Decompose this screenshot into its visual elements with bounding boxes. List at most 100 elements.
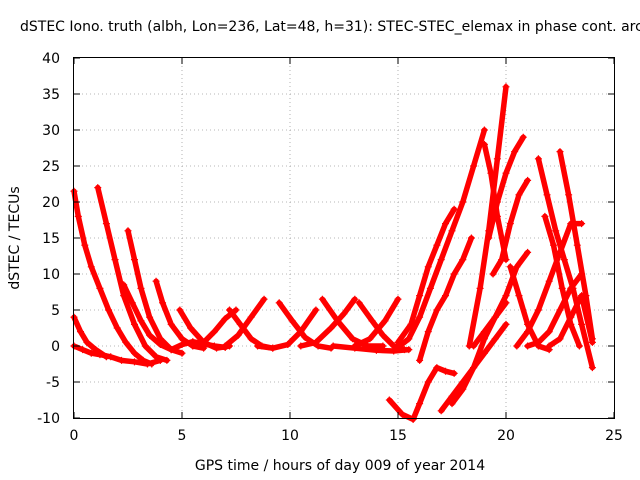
- data-point-marker: [519, 133, 527, 141]
- data-point-marker: [163, 356, 171, 364]
- data-point-marker: [470, 162, 478, 170]
- data-point-marker: [534, 155, 542, 163]
- data-point-marker: [297, 342, 305, 350]
- data-point-marker: [247, 335, 255, 343]
- data-point-marker: [489, 270, 497, 278]
- data-point-marker: [511, 148, 519, 156]
- data-point-marker: [416, 356, 424, 364]
- data-point-marker: [167, 346, 175, 354]
- data-point-marker: [515, 292, 523, 300]
- data-point-marker: [394, 295, 402, 303]
- y-tick-label: 30: [42, 123, 60, 139]
- data-point-marker: [543, 191, 551, 199]
- data-point-marker: [578, 292, 586, 300]
- data-point-marker: [152, 277, 160, 285]
- data-point-marker: [575, 342, 583, 350]
- data-point-marker: [491, 313, 499, 321]
- data-point-marker: [480, 328, 488, 336]
- data-point-marker: [578, 320, 586, 328]
- data-point-marker: [96, 284, 104, 292]
- data-point-marker: [476, 284, 484, 292]
- data-point-marker: [416, 313, 424, 321]
- data-point-marker: [502, 83, 510, 91]
- data-point-marker: [448, 227, 456, 235]
- data-point-marker: [498, 256, 506, 264]
- data-point-marker: [437, 256, 445, 264]
- data-point-marker: [424, 378, 432, 386]
- x-tick-label: 0: [70, 428, 79, 444]
- data-point-marker: [545, 277, 553, 285]
- data-point-marker: [254, 342, 262, 350]
- data-point-marker: [107, 353, 115, 361]
- series-27-line: [481, 141, 509, 263]
- data-point-marker: [459, 385, 467, 393]
- data-point-marker: [493, 155, 501, 163]
- data-point-marker: [349, 335, 357, 343]
- data-point-marker: [269, 344, 277, 352]
- data-point-marker: [118, 356, 126, 364]
- data-point-marker: [221, 315, 229, 323]
- data-point-marker: [398, 410, 406, 418]
- data-point-marker: [340, 310, 348, 318]
- data-point-marker: [578, 270, 586, 278]
- data-point-marker: [312, 306, 320, 314]
- y-tick-label: 15: [42, 231, 60, 247]
- x-tick-label: 15: [389, 428, 407, 444]
- data-series: [70, 83, 596, 423]
- data-point-marker: [143, 360, 151, 368]
- data-point-marker: [128, 299, 136, 307]
- data-point-marker: [480, 349, 488, 357]
- series-21-line: [395, 206, 457, 346]
- data-point-marker: [442, 220, 450, 228]
- data-point-marker: [234, 331, 242, 339]
- data-point-marker: [567, 313, 575, 321]
- data-point-marker: [534, 306, 542, 314]
- data-point-marker: [111, 256, 119, 264]
- data-point-marker: [96, 351, 104, 359]
- x-tick-label: 10: [281, 428, 299, 444]
- data-point-marker: [87, 349, 95, 357]
- x-axis-label: GPS time / hours of day 009 of year 2014: [195, 458, 485, 474]
- data-point-marker: [329, 342, 337, 350]
- data-point-marker: [433, 306, 441, 314]
- data-point-marker: [565, 191, 573, 199]
- data-point-marker: [506, 220, 514, 228]
- data-point-marker: [122, 338, 130, 346]
- data-point-marker: [130, 256, 138, 264]
- data-point-marker: [318, 295, 326, 303]
- series-6-line: [120, 282, 174, 353]
- x-tick-label: 25: [605, 428, 623, 444]
- series-12-line: [222, 296, 267, 349]
- y-tick-label: 40: [42, 51, 60, 67]
- axis-ticks: 0 5 10 15 20 25 -10 -5 0 5 10 15 20 25 30 35 40: [37, 51, 623, 444]
- data-point-marker: [450, 270, 458, 278]
- data-point-marker: [545, 342, 553, 350]
- data-point-marker: [578, 220, 586, 228]
- data-point-marker: [301, 333, 309, 341]
- data-point-marker: [247, 313, 255, 321]
- data-point-marker: [467, 234, 475, 242]
- data-point-marker: [448, 400, 456, 408]
- data-point-marker: [459, 198, 467, 206]
- data-point-marker: [524, 248, 532, 256]
- data-point-marker: [409, 415, 417, 423]
- data-point-marker: [424, 263, 432, 271]
- data-point-marker: [491, 335, 499, 343]
- x-tick-label: 20: [497, 428, 515, 444]
- data-point-marker: [556, 148, 564, 156]
- y-tick-label: 5: [51, 303, 60, 319]
- data-point-marker: [552, 227, 560, 235]
- data-point-marker: [480, 140, 488, 148]
- data-point-marker: [459, 256, 467, 264]
- data-point-marker: [137, 317, 145, 325]
- data-point-marker: [213, 344, 221, 352]
- data-point-marker: [424, 328, 432, 336]
- data-point-marker: [470, 342, 478, 350]
- data-point-marker: [79, 346, 87, 354]
- data-point-marker: [130, 358, 138, 366]
- data-point-marker: [178, 341, 186, 349]
- data-point-marker: [178, 349, 186, 357]
- y-tick-label: -5: [46, 375, 60, 391]
- data-point-marker: [260, 295, 268, 303]
- data-point-marker: [288, 317, 296, 325]
